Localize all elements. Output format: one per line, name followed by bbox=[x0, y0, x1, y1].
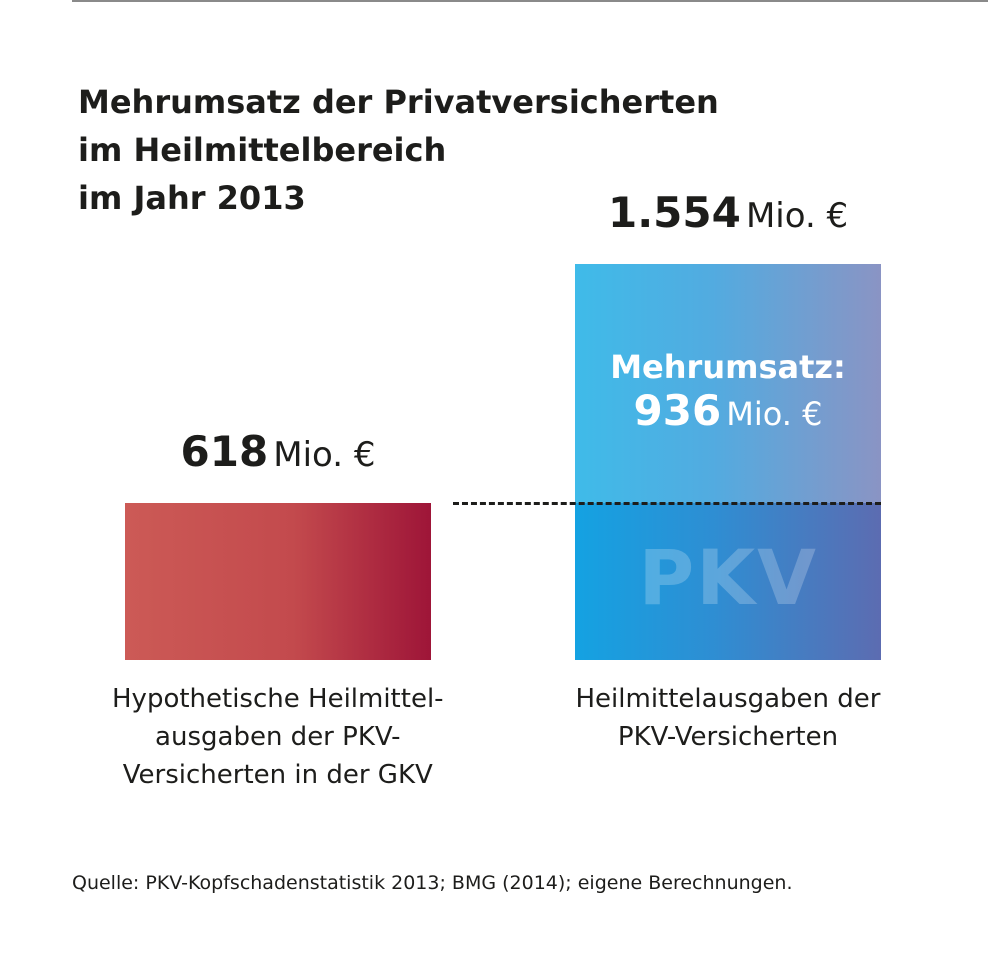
category-pkv-line-2: PKV-Versicherten bbox=[617, 722, 839, 752]
chart-title: Mehrumsatz der Privatversicherten im Hei… bbox=[78, 78, 719, 222]
title-line-3: im Jahr 2013 bbox=[78, 179, 306, 217]
difference-label: Mehrumsatz: 936 Mio. € bbox=[575, 348, 881, 435]
difference-unit: Mio. € bbox=[726, 394, 823, 433]
value-number-pkv: 1.554 bbox=[608, 188, 741, 237]
category-gkv-line-1: Hypothetische Heilmittel- bbox=[112, 684, 444, 714]
difference-heading: Mehrumsatz: bbox=[610, 347, 846, 386]
value-number-gkv: 618 bbox=[180, 426, 269, 476]
value-label-pkv: 1.554 Mio. € bbox=[608, 188, 848, 237]
category-label-gkv: Hypothetische Heilmittel- ausgaben der P… bbox=[112, 680, 444, 794]
reference-dashed-line bbox=[453, 501, 881, 505]
category-gkv-line-2: ausgaben der PKV- bbox=[155, 722, 401, 752]
category-pkv-line-1: Heilmittelausgaben der bbox=[575, 684, 881, 714]
title-line-2: im Heilmittelbereich bbox=[78, 131, 447, 169]
bar-gkv bbox=[125, 502, 431, 660]
value-unit-gkv: Mio. € bbox=[273, 434, 376, 475]
top-rule bbox=[72, 0, 988, 2]
category-gkv-line-3: Versicherten in der GKV bbox=[122, 760, 433, 790]
title-line-1: Mehrumsatz der Privatversicherten bbox=[78, 83, 719, 121]
source-note: Quelle: PKV-Kopfschadenstatistik 2013; B… bbox=[72, 872, 793, 894]
pkv-watermark: PKV bbox=[638, 532, 818, 622]
difference-number: 936 bbox=[633, 385, 722, 435]
category-label-pkv: Heilmittelausgaben der PKV-Versicherten bbox=[576, 680, 881, 756]
bar-pkv-base bbox=[575, 502, 881, 660]
bar-pkv-excess bbox=[575, 264, 881, 503]
value-unit-pkv: Mio. € bbox=[745, 196, 849, 236]
value-label-gkv: 618 Mio. € bbox=[181, 427, 376, 476]
